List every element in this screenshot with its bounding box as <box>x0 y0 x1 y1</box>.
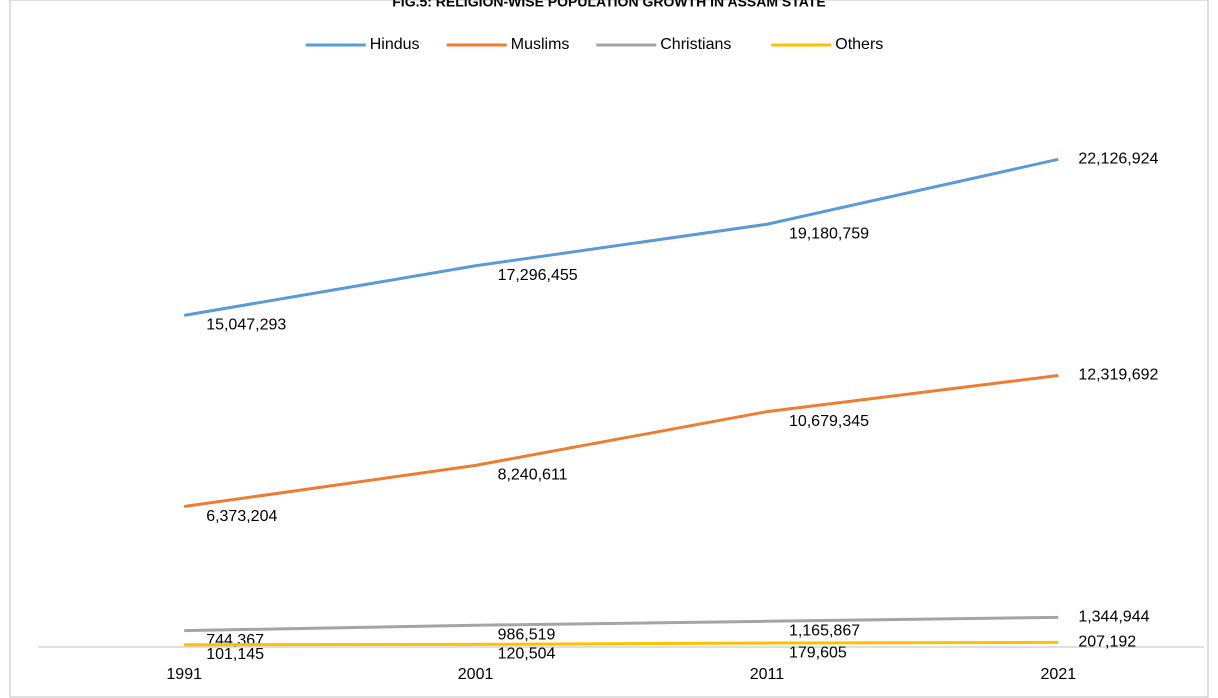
data-label: 12,319,692 <box>1078 367 1158 384</box>
line-series <box>184 615 1059 633</box>
legend-label: Others <box>835 36 883 53</box>
legend-label: Hindus <box>370 36 420 53</box>
data-label: 1,165,867 <box>789 623 860 640</box>
x-tick-label: 1991 <box>166 666 202 683</box>
chart-title: FIG.5: RELIGION-WISE POPULATION GROWTH I… <box>392 0 825 10</box>
data-label: 19,180,759 <box>789 225 869 242</box>
legend-label: Muslims <box>511 36 570 53</box>
data-label: 17,296,455 <box>498 267 578 284</box>
data-label: 1,344,944 <box>1078 609 1149 626</box>
data-label: 986,519 <box>498 626 556 643</box>
x-tick-label: 2021 <box>1041 666 1077 683</box>
legend-label: Christians <box>660 36 731 53</box>
line-series <box>184 640 1059 647</box>
data-label: 10,679,345 <box>789 413 869 430</box>
line-series <box>183 373 1059 509</box>
line-series <box>183 157 1059 317</box>
data-label: 22,126,924 <box>1078 151 1158 168</box>
data-label: 207,192 <box>1078 634 1136 651</box>
data-label: 15,047,293 <box>206 317 286 334</box>
data-label: 101,145 <box>206 646 264 663</box>
data-label: 179,605 <box>789 644 847 661</box>
x-tick-label: 2011 <box>750 666 785 683</box>
data-label: 6,373,204 <box>206 508 277 525</box>
data-label: 120,504 <box>498 646 556 663</box>
x-tick-label: 2001 <box>458 666 494 683</box>
data-label: 8,240,611 <box>498 467 568 484</box>
chart-border <box>9 0 1209 698</box>
